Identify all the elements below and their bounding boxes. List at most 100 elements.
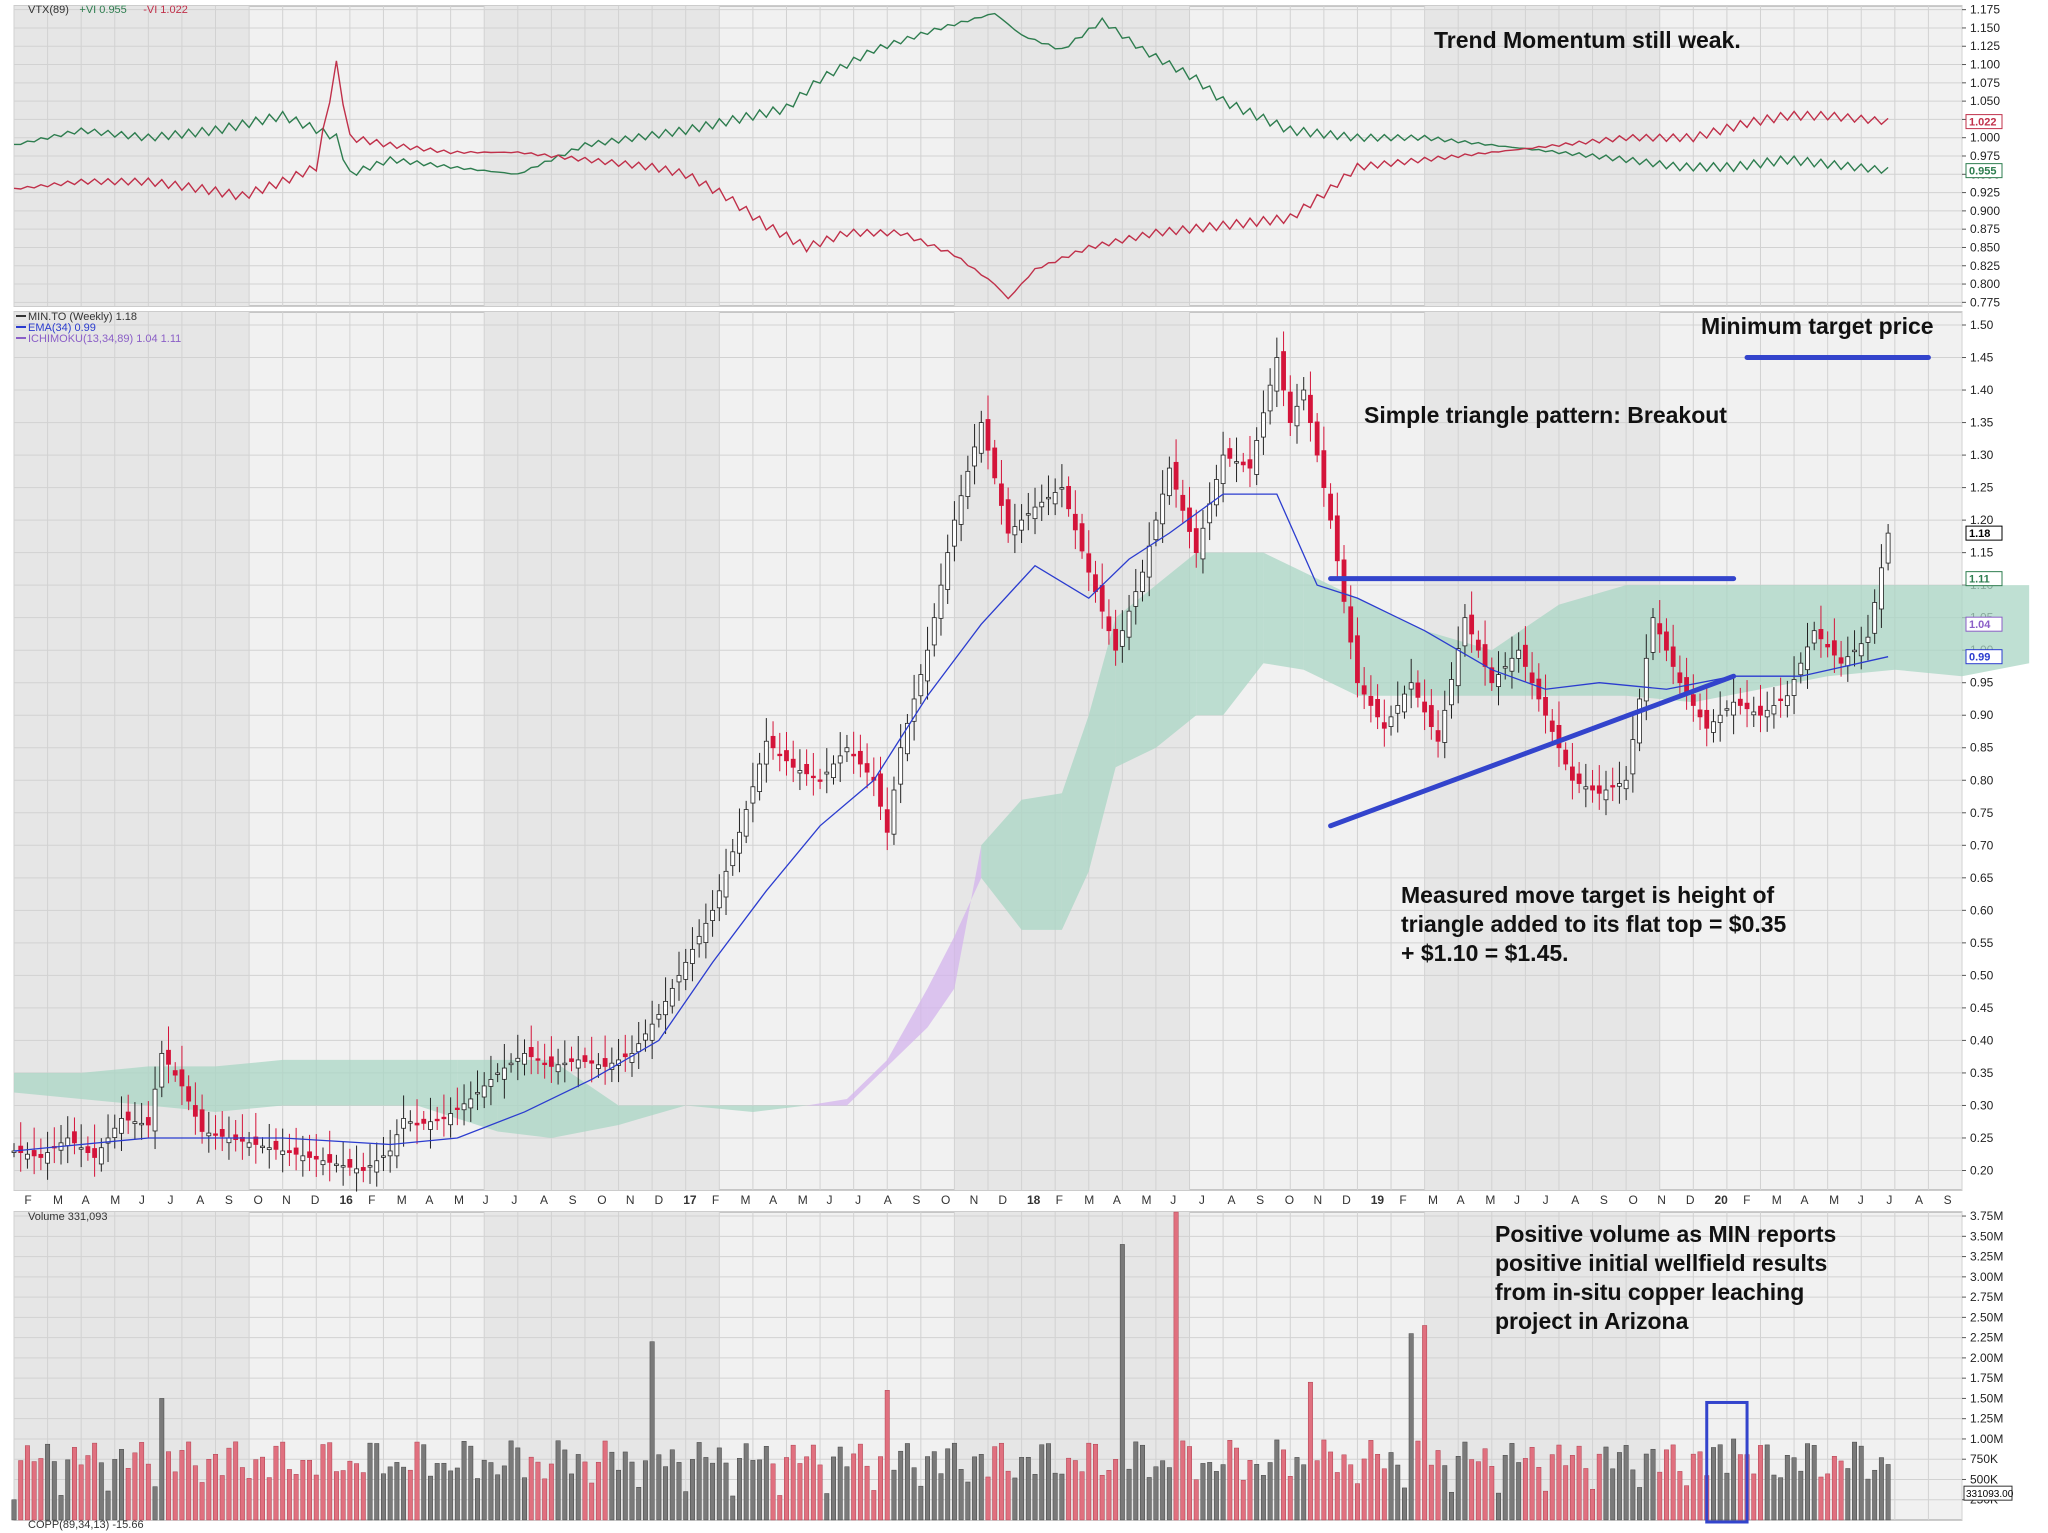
ichimoku-cloud-segment: [1088, 617, 1116, 872]
volume-bar: [1059, 1473, 1065, 1521]
x-tick-label: D: [998, 1193, 1007, 1207]
y-tick-label: 0.925: [1970, 186, 2000, 200]
candle-body: [804, 763, 810, 775]
candle-body: [1690, 694, 1696, 706]
candle-body: [354, 1168, 359, 1174]
volume-bar: [273, 1445, 279, 1521]
candle-body: [1395, 705, 1401, 714]
x-tick-label: J: [1886, 1193, 1892, 1207]
x-tick-label: O: [1285, 1193, 1294, 1207]
volume-bar: [1153, 1466, 1159, 1521]
volume-bar: [1543, 1490, 1548, 1521]
volume-bar: [790, 1444, 796, 1521]
candle-body: [1240, 461, 1246, 466]
candle-body: [1805, 646, 1810, 671]
year-band: [14, 312, 250, 1190]
volume-bar: [1845, 1468, 1851, 1521]
candle-body: [475, 1092, 480, 1095]
x-tick-label: S: [1256, 1193, 1264, 1207]
volume-bar: [1099, 1474, 1105, 1521]
x-tick-label: F: [1743, 1193, 1750, 1207]
y-tick-label: 1.050: [1970, 94, 2000, 108]
candle-body: [810, 775, 816, 779]
volume-bar: [649, 1341, 655, 1521]
y-tick-label: 0.75: [1970, 806, 1994, 820]
volume-bar: [448, 1470, 454, 1521]
candle-body: [213, 1133, 218, 1136]
x-tick-label: A: [884, 1193, 892, 1207]
candle-body: [1119, 630, 1125, 647]
ichimoku-cloud-segment: [846, 1059, 888, 1106]
candle-body: [978, 422, 984, 454]
ichimoku-cloud-segment: [954, 845, 982, 989]
candle-body: [1207, 503, 1213, 524]
volume-bar: [844, 1466, 850, 1521]
volume-bar: [985, 1476, 991, 1521]
volume-bar: [676, 1462, 682, 1521]
candle-body: [1093, 574, 1098, 593]
value-label: 0.99: [1969, 652, 1990, 664]
volume-bar: [804, 1456, 810, 1521]
candle-body: [1227, 448, 1233, 459]
volume-bar: [1395, 1464, 1401, 1521]
candle-body: [320, 1160, 326, 1166]
volume-bar: [723, 1462, 729, 1521]
candle-body: [1166, 467, 1172, 497]
volume-bar: [1227, 1440, 1233, 1521]
y-tick-label: 0.25: [1970, 1131, 1994, 1145]
candle-body: [508, 1062, 514, 1066]
value-label: 1.04: [1969, 619, 1991, 631]
candle-body: [1724, 708, 1730, 711]
volume-bar: [642, 1460, 648, 1521]
volume-bar: [831, 1456, 836, 1521]
volume-bar: [1341, 1454, 1347, 1521]
x-tick-label: O: [941, 1193, 950, 1207]
ichimoku-cloud-segment: [1223, 552, 1264, 716]
y-tick-label: 3.50M: [1970, 1229, 2003, 1243]
candle-body: [1509, 657, 1515, 672]
candle-body: [589, 1060, 595, 1064]
candle-body: [105, 1137, 111, 1144]
candle-body: [1469, 614, 1475, 635]
volume-bar: [1173, 1211, 1179, 1521]
y-tick-label: 1.150: [1970, 21, 2000, 35]
ichimoku-cloud-segment: [215, 1059, 283, 1112]
volume-bar: [1811, 1445, 1817, 1521]
volume-bar: [710, 1462, 716, 1521]
candle-body: [864, 763, 870, 773]
ichimoku-cloud-segment: [927, 936, 955, 1028]
vortex-plus-line: [14, 12, 1889, 177]
volume-bar: [683, 1491, 689, 1521]
candle-body: [1885, 532, 1891, 564]
candle-body: [1046, 496, 1051, 500]
candle-body: [1643, 657, 1649, 702]
candle-body: [1791, 679, 1797, 696]
candle-body: [85, 1146, 91, 1154]
candle-body: [1576, 773, 1582, 784]
volume-bar: [817, 1464, 823, 1521]
y-tick-label: 0.80: [1970, 773, 1994, 787]
candle-body: [1563, 749, 1569, 765]
volume-bar: [454, 1467, 460, 1521]
candle-body: [1025, 513, 1031, 516]
legend-entry: MIN.TO (Weekly) 1.18: [28, 311, 137, 323]
ichimoku-cloud-segment: [14, 1072, 82, 1099]
candle-body: [992, 447, 998, 479]
volume-bar: [1684, 1485, 1690, 1521]
candle-body: [1758, 705, 1763, 716]
candle-body: [716, 890, 722, 909]
candle-body: [246, 1142, 252, 1148]
x-tick-label: F: [1399, 1193, 1406, 1207]
candle-body: [139, 1122, 145, 1126]
ichimoku-cloud-segment: [685, 1105, 753, 1112]
x-tick-label: J: [1514, 1193, 1520, 1207]
volume-bar: [1106, 1470, 1112, 1521]
x-tick-label: 20: [1715, 1193, 1729, 1207]
volume-bar: [1334, 1472, 1340, 1521]
volume-bar: [1657, 1471, 1663, 1521]
candle-body: [952, 519, 957, 547]
volume-bar: [360, 1472, 366, 1521]
candle-body: [1113, 628, 1119, 651]
volume-bar: [72, 1447, 77, 1521]
volume-bar: [508, 1440, 514, 1521]
